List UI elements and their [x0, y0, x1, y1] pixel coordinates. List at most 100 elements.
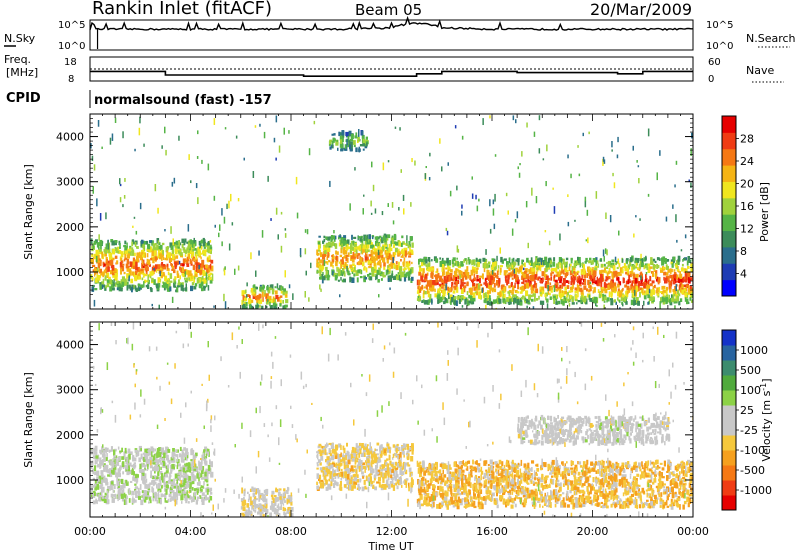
power-cell	[442, 264, 445, 269]
power-cell	[539, 286, 542, 290]
velocity-cell	[190, 463, 194, 468]
velocity-cell	[143, 457, 145, 463]
power-cell	[350, 277, 352, 281]
velocity-cell	[144, 468, 146, 471]
power-cell	[571, 277, 574, 283]
power-cell	[120, 264, 122, 270]
power-cell	[463, 271, 465, 278]
power-cell	[104, 263, 106, 267]
power-cell	[576, 284, 580, 290]
power-cell	[422, 292, 425, 299]
velocity-cell	[256, 488, 260, 493]
power-cell	[139, 202, 142, 210]
power-cell	[561, 283, 564, 286]
velocity-cell	[270, 512, 272, 516]
power-cell	[443, 300, 446, 305]
velocity-cell	[162, 450, 166, 455]
power-cell	[422, 272, 424, 277]
power-cell	[400, 169, 402, 173]
power-cell	[351, 234, 353, 240]
power-cell	[147, 284, 150, 289]
power-cell	[128, 268, 132, 274]
velocity-cell	[404, 466, 406, 472]
power-cell	[629, 270, 633, 274]
velocity-cell	[200, 477, 204, 480]
power-cell	[174, 250, 178, 255]
power-cell	[193, 277, 195, 283]
velocity-cell	[200, 458, 203, 465]
velocity-cell	[133, 462, 136, 465]
velocity-cell	[190, 481, 193, 485]
power-cell	[424, 263, 426, 266]
power-cell	[658, 286, 661, 293]
velocity-cell	[91, 460, 94, 465]
power-cell	[123, 271, 126, 275]
power-cell	[385, 252, 388, 259]
power-cell	[681, 288, 685, 293]
power-cell	[252, 171, 255, 178]
velocity-cell	[114, 448, 117, 452]
power-cell	[407, 271, 411, 277]
power-cell	[579, 287, 583, 291]
power-cell	[330, 261, 333, 267]
power-cell	[200, 267, 203, 270]
power-cell	[187, 224, 190, 232]
velocity-cell	[167, 464, 170, 469]
power-cell	[354, 267, 356, 270]
power-cell	[204, 249, 207, 253]
power-cell	[571, 266, 574, 274]
power-cell	[159, 253, 163, 257]
power-cell	[511, 298, 515, 302]
power-cell	[508, 299, 511, 305]
velocity-cell	[118, 492, 122, 497]
power-cell	[202, 237, 205, 244]
power-cell	[375, 275, 377, 281]
power-cell	[306, 229, 309, 235]
power-cell	[364, 240, 367, 246]
power-cell	[490, 272, 493, 275]
power-cell	[102, 278, 105, 285]
power-cell	[160, 244, 163, 251]
power-cell	[634, 259, 638, 263]
velocity-cell	[331, 478, 335, 482]
power-cell	[591, 282, 594, 285]
power-cell	[205, 280, 208, 286]
power-cell	[388, 243, 391, 250]
power-cell	[442, 292, 445, 297]
power-cell	[419, 296, 422, 302]
power-cell	[625, 290, 629, 297]
power-cell	[97, 120, 100, 127]
power-cell	[666, 286, 669, 291]
power-cell	[332, 254, 334, 258]
power-cell	[513, 301, 515, 305]
power-cell	[633, 297, 636, 301]
power-cell	[332, 145, 334, 149]
power-cell	[180, 255, 183, 258]
power-cell	[376, 242, 379, 247]
power-cell	[579, 284, 582, 287]
power-cell	[134, 148, 136, 152]
power-cell	[473, 273, 476, 280]
power-cell	[352, 263, 355, 267]
power-cell	[255, 270, 257, 277]
power-cell	[370, 255, 374, 261]
power-cell	[462, 286, 466, 293]
velocity-cell	[337, 467, 341, 470]
power-cell	[400, 255, 404, 258]
power-cell	[349, 264, 353, 268]
power-cell	[120, 257, 123, 261]
velocity-cell	[122, 488, 125, 493]
power-cell	[456, 286, 459, 293]
power-cell	[619, 307, 621, 309]
power-cell	[223, 293, 225, 302]
power-cell	[661, 296, 664, 303]
power-cell	[453, 282, 456, 285]
power-cell	[486, 298, 488, 301]
power-cell	[338, 261, 342, 264]
velocity-cell	[325, 459, 328, 463]
power-cell	[361, 130, 364, 136]
power-cell	[353, 247, 356, 252]
velocity-cell	[376, 473, 379, 477]
power-cell	[140, 268, 144, 272]
power-cell	[603, 300, 606, 303]
